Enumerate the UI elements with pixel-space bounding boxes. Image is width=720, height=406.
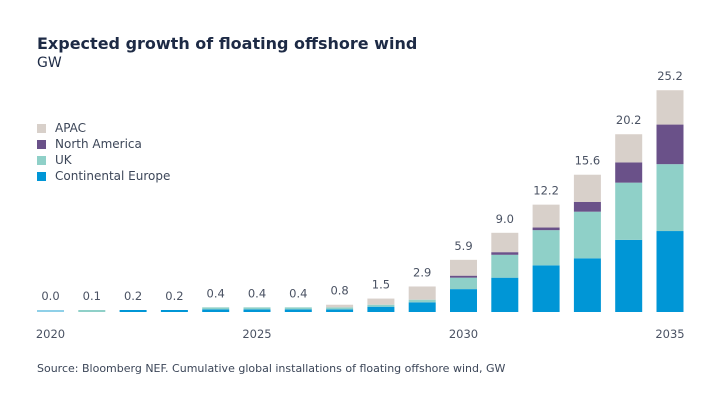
bar-segment-uk — [532, 230, 560, 266]
bar-segment-continental-europe — [202, 309, 230, 312]
source-note: Source: Bloomberg NEF. Cumulative global… — [37, 362, 506, 375]
total-label: 2.9 — [413, 265, 431, 279]
total-label: 12.2 — [533, 184, 559, 198]
bar-segment-uk — [491, 254, 519, 278]
legend-swatch — [37, 171, 46, 181]
bar-segment-uk — [408, 299, 436, 303]
x-tick-label: 2030 — [449, 327, 478, 341]
total-label: 25.2 — [657, 69, 683, 83]
total-label: 0.2 — [165, 289, 183, 303]
legend-item-apac: APAC — [37, 120, 170, 136]
bar-segment-continental-europe — [656, 231, 684, 312]
bar-segment — [37, 310, 64, 312]
total-label: 15.6 — [575, 154, 601, 168]
total-label: 0.2 — [124, 289, 142, 303]
legend-item-continental-europe: Continental Europe — [37, 168, 170, 184]
legend-item-uk: UK — [37, 152, 170, 168]
bar-segment-uk — [326, 307, 354, 310]
bar-segment-continental-europe — [491, 277, 519, 312]
legend-item-north-america: North America — [37, 136, 170, 152]
bar-segment-continental-europe — [367, 306, 395, 312]
legend: APAC North America UK Continental Europe — [37, 120, 170, 184]
bar-segment-apac — [532, 204, 560, 228]
bar-segment-continental-europe — [243, 309, 271, 312]
legend-label: UK — [55, 153, 72, 167]
total-label: 1.5 — [372, 278, 390, 292]
bar-segment-continental-europe — [119, 310, 147, 312]
legend-swatch — [37, 155, 46, 165]
chart-title: Expected growth of floating offshore win… — [37, 34, 418, 53]
legend-label: APAC — [55, 121, 87, 135]
total-label: 0.8 — [330, 284, 348, 298]
legend-swatch — [37, 139, 46, 149]
bar-segment-north-america — [532, 227, 560, 231]
bar-segment-north-america — [615, 162, 643, 183]
bar-segment-uk — [243, 307, 271, 310]
bar-segment-uk — [367, 304, 395, 307]
bar-segment-uk — [450, 277, 477, 290]
bar-segment-north-america — [491, 252, 519, 255]
bar-segment-continental-europe — [615, 239, 643, 312]
bar-segment-north-america — [450, 275, 477, 278]
bar-segment-apac — [615, 134, 643, 163]
bar-segment-continental-europe — [160, 310, 188, 312]
bar-segment-continental-europe — [326, 309, 354, 312]
bar-segment-north-america — [656, 124, 684, 165]
total-label: 9.0 — [496, 212, 514, 226]
bar-segment-continental-europe — [532, 265, 560, 312]
bar-segment-continental-europe — [450, 289, 477, 312]
total-label: 0.0 — [41, 289, 59, 303]
x-tick-label: 2035 — [655, 327, 684, 341]
total-label: 0.4 — [248, 286, 266, 300]
bar-segment-apac — [450, 259, 477, 276]
bar-segment-north-america — [573, 202, 601, 212]
bar-segment-uk — [615, 182, 643, 240]
legend-label: North America — [55, 137, 142, 151]
total-label: 0.1 — [83, 289, 101, 303]
bar-segment-uk — [573, 211, 601, 259]
bar-segment-apac — [573, 174, 601, 202]
x-tick-label: 2020 — [36, 327, 65, 341]
bar-segment-uk — [284, 307, 312, 310]
bar-segment-uk — [656, 164, 684, 232]
bar-segment-apac — [367, 298, 395, 305]
legend-swatch — [37, 123, 46, 133]
bar-segment-continental-europe — [573, 258, 601, 312]
chart-unit: GW — [37, 55, 62, 71]
total-label: 5.9 — [454, 239, 472, 253]
total-label: 20.2 — [616, 113, 642, 127]
total-label: 0.4 — [207, 286, 225, 300]
legend-label: Continental Europe — [55, 169, 171, 183]
bar-segment-uk — [78, 310, 106, 312]
total-label: 0.4 — [289, 286, 307, 300]
bar-segment-apac — [491, 232, 519, 253]
bar-segment-apac — [326, 304, 354, 308]
bar-segment-continental-europe — [284, 309, 312, 312]
bar-segment-apac — [656, 90, 684, 125]
bar-segment-apac — [408, 286, 436, 300]
bar-segment-uk — [202, 307, 230, 310]
bar-segment-continental-europe — [408, 302, 436, 312]
x-tick-label: 2025 — [242, 327, 271, 341]
